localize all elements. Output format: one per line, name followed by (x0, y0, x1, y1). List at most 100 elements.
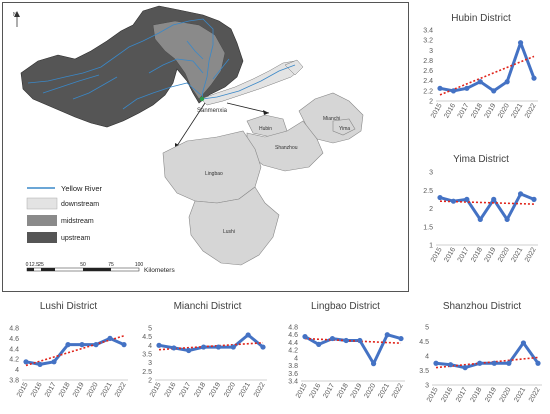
label-hubin: Hubin (259, 126, 272, 132)
x-tick-label: 2018 (470, 386, 484, 403)
data-point (370, 361, 377, 367)
data-point (343, 337, 349, 344)
legend-river-label: Yellow River (61, 184, 102, 193)
sanmenxia-districts (162, 92, 364, 266)
river-network (27, 18, 296, 110)
data-point (51, 359, 57, 365)
x-tick-label: 2021 (510, 102, 524, 119)
leader-line (174, 102, 206, 150)
x-tick-label: 2019 (484, 102, 498, 119)
data-point (504, 79, 510, 85)
chart-hubin: Hubin District 2 2.2 2.4 2.6 2.8 3 3.2 3.4 2015 2… (414, 0, 548, 140)
series-line (304, 333, 402, 366)
x-tick-label: 2020 (363, 382, 377, 399)
x-tick-label: 2016 (30, 381, 44, 398)
district-lingbao (162, 130, 262, 204)
y-tick-label: 2 (429, 206, 433, 213)
label-mianchi: Mianchi (323, 116, 340, 122)
x-tick-label: 2019 (72, 381, 86, 398)
x-tick-label: 2019 (484, 246, 498, 263)
data-point (186, 347, 192, 354)
x-tick-label: 2022 (528, 386, 542, 403)
scale-unit: Kilometers (144, 267, 175, 274)
x-tick-label: 2017 (457, 102, 471, 119)
x-tick-label: 2017 (457, 246, 471, 263)
y-tick-label: 3.2 (423, 38, 433, 45)
y-tick-label: 3 (429, 170, 433, 177)
scale-tick: 12.5 (29, 262, 39, 268)
x-tick-label: 2022 (114, 381, 128, 398)
x-tick-label: 2021 (513, 386, 527, 403)
y-tick-label: 2.8 (423, 58, 433, 65)
data-point (230, 344, 236, 350)
chart-title: Mianchi District (173, 301, 242, 312)
data-point (477, 216, 483, 223)
y-tick-label: 3 (148, 360, 152, 367)
leader-line-2 (226, 102, 270, 114)
x-tick-label: 2022 (391, 382, 405, 399)
label-shanzhou: Shanzhou (275, 145, 298, 151)
data-point (517, 191, 524, 197)
y-tick-label: 4.8 (288, 325, 298, 332)
x-tick-label: 2017 (179, 381, 193, 398)
y-tick-label: 5 (425, 325, 429, 332)
scale-tick: 0 (26, 262, 29, 268)
label-lingbao: Lingbao (205, 171, 223, 177)
x-tick-label: 2018 (193, 381, 207, 398)
x-tick-label: 2016 (443, 246, 457, 263)
y-tick-label: 2 (148, 378, 152, 385)
y-tick-label: 3.8 (288, 363, 298, 370)
x-tick-label: 2016 (440, 386, 454, 403)
lower-reach-region (284, 59, 304, 76)
chart-mianchi: Mianchi District 2 2.5 3 3.5 4 4.5 5 2015 2016 20… (139, 296, 276, 414)
series-line (25, 336, 125, 366)
series-line (439, 41, 536, 93)
y-tick-label: 2.4 (423, 78, 433, 85)
chart-title: Lingbao District (311, 301, 380, 312)
scale-tick: 100 (135, 262, 144, 268)
legend: Yellow River downstream midstream upstre… (26, 184, 102, 243)
y-tick-label: 4 (294, 355, 298, 362)
scale-tick: 25 (38, 262, 44, 268)
data-point (121, 342, 127, 348)
y-tick-label: 3.4 (288, 379, 298, 386)
y-tick-label: 4.6 (288, 332, 298, 339)
chart-lushi: Lushi District 3.8 4 4.2 4.4 4.6 4.8 2015 2016 2… (0, 296, 137, 414)
y-tick-label: 4.4 (288, 340, 298, 347)
chart-title: Shanzhou District (442, 301, 522, 312)
x-tick-label: 2020 (499, 386, 513, 403)
data-point (437, 85, 443, 91)
x-tick-label: 2019 (350, 382, 364, 399)
x-tick-label: 2017 (322, 382, 336, 399)
y-tick-label: 4.6 (9, 336, 19, 343)
trend-line (439, 55, 535, 96)
x-tick-label: 2021 (510, 246, 524, 263)
series-line (439, 192, 535, 221)
data-point (491, 88, 497, 94)
y-tick-label: 4 (15, 367, 19, 374)
y-tick-label: 5 (148, 326, 152, 333)
y-tick-label: 3.8 (9, 378, 19, 385)
data-point (464, 196, 470, 202)
data-point (450, 88, 457, 94)
x-tick-label: 2019 (208, 381, 222, 398)
data-point (245, 332, 251, 338)
legend-midstream-label: midstream (61, 218, 94, 225)
data-point (477, 360, 483, 366)
y-tick-label: 4.8 (9, 326, 19, 333)
y-tick-label: 4.2 (288, 348, 298, 355)
data-point (384, 332, 390, 338)
y-tick-label: 4 (148, 343, 152, 350)
x-tick-label: 2018 (336, 382, 350, 399)
data-point (450, 198, 457, 204)
data-point (433, 360, 439, 366)
scale-tick: 75 (108, 262, 114, 268)
data-point (491, 360, 497, 366)
district-lushi (188, 186, 280, 266)
data-point (531, 75, 537, 81)
data-point (93, 342, 99, 348)
map-svg: N Sanmenxia (13, 5, 364, 274)
y-tick-label: 2.6 (423, 68, 433, 75)
